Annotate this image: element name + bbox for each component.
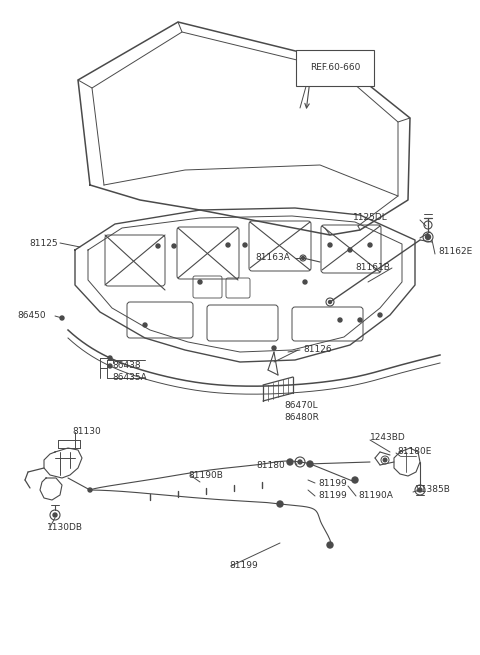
Circle shape [272,346,276,350]
Circle shape [378,313,382,317]
Circle shape [352,477,358,483]
Text: 86438: 86438 [112,360,141,369]
Circle shape [348,248,352,252]
Circle shape [226,243,230,247]
Text: 81180: 81180 [256,460,285,470]
Circle shape [298,460,302,464]
Text: 81385B: 81385B [415,485,450,495]
Circle shape [418,488,422,492]
Text: 81130: 81130 [72,428,101,436]
Text: 81161B: 81161B [355,263,390,272]
Circle shape [143,323,147,327]
Circle shape [368,243,372,247]
Text: 81199: 81199 [318,491,347,500]
Circle shape [156,244,160,248]
Text: 86435A: 86435A [112,373,147,383]
Circle shape [53,513,57,517]
Circle shape [287,459,293,465]
Circle shape [198,280,202,284]
Text: 81180E: 81180E [397,447,432,457]
Circle shape [243,243,247,247]
Text: 1130DB: 1130DB [47,523,83,531]
Text: 81125: 81125 [29,238,58,248]
Circle shape [301,257,304,259]
Text: 86450: 86450 [17,312,46,320]
Circle shape [307,461,313,467]
Text: 81190A: 81190A [358,491,393,500]
Circle shape [108,364,112,368]
Circle shape [303,280,307,284]
Text: 81162E: 81162E [438,248,472,257]
Text: 81126: 81126 [303,345,332,354]
Text: 1243BD: 1243BD [370,432,406,441]
Circle shape [328,243,332,247]
Circle shape [327,542,333,548]
Text: 86480R: 86480R [284,413,319,422]
Circle shape [338,318,342,322]
Circle shape [277,501,283,507]
Text: 86470L: 86470L [284,402,318,411]
Circle shape [425,234,431,240]
Circle shape [88,488,92,492]
Text: 1125DL: 1125DL [353,214,388,223]
Text: 81199: 81199 [229,561,258,571]
Circle shape [358,318,362,322]
Circle shape [383,458,387,462]
Circle shape [172,244,176,248]
Circle shape [108,356,112,360]
Text: 81163A: 81163A [255,253,290,263]
Text: 81190B: 81190B [188,470,223,479]
Text: 81199: 81199 [318,479,347,487]
Text: REF.60-660: REF.60-660 [310,64,360,73]
Circle shape [60,316,64,320]
Circle shape [328,301,332,303]
